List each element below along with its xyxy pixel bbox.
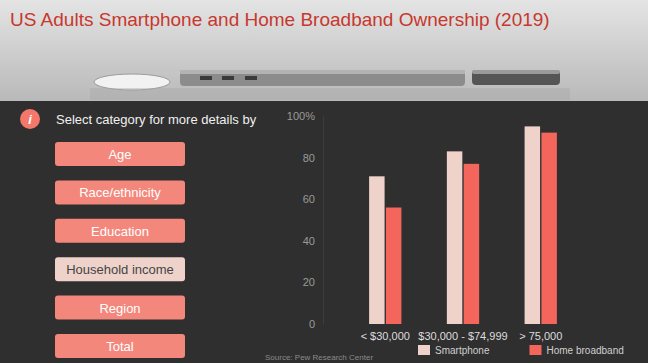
button-label[interactable]: Region: [99, 301, 140, 316]
button-label[interactable]: Total: [106, 339, 134, 354]
info-icon: [20, 109, 40, 129]
laptop-port: [245, 76, 257, 80]
y-tick: 80: [303, 152, 323, 164]
phone-edge: [472, 70, 560, 74]
y-tick-label: 100%: [287, 110, 315, 122]
x-axis: < $30,000 $30,000 - $74,999 > 75,000: [361, 324, 563, 342]
x-tick-label: < $30,000: [361, 330, 410, 342]
bars: [369, 126, 557, 324]
banner-background: [0, 0, 648, 101]
series: [386, 133, 557, 324]
bar: [386, 208, 401, 324]
category-button[interactable]: Total: [55, 334, 185, 358]
category-button[interactable]: Education: [55, 219, 185, 243]
y-tick: 100%: [287, 110, 323, 122]
category-button[interactable]: Household income: [55, 257, 185, 281]
x-tick: < $30,000: [361, 324, 410, 342]
category-button[interactable]: Race/ethnicity: [55, 180, 185, 204]
laptop-port: [200, 76, 212, 80]
mouse-icon: [94, 74, 170, 90]
category-button[interactable]: Age: [55, 142, 185, 166]
x-tick-label: $30,000 - $74,999: [418, 330, 507, 342]
legend-item: Home broadband: [529, 345, 623, 356]
y-tick-label: 40: [303, 235, 315, 247]
bar: [447, 151, 462, 324]
banner: US Adults Smartphone and Home Broadband …: [0, 0, 648, 101]
button-background[interactable]: [55, 257, 185, 281]
legend-swatch: [529, 345, 541, 355]
x-tick-label: > 75,000: [519, 330, 562, 342]
prompt: Select category for more details by: [56, 112, 257, 127]
laptop-icon: [180, 70, 465, 86]
x-tick: > 75,000: [519, 324, 562, 342]
category-button[interactable]: Region: [55, 296, 185, 320]
button-label[interactable]: Age: [108, 147, 131, 162]
button-background[interactable]: [55, 296, 185, 320]
legend-swatch: [418, 345, 430, 355]
y-tick-label: 80: [303, 152, 315, 164]
bar: [525, 126, 540, 324]
bar: [541, 133, 556, 324]
y-tick-label: 60: [303, 193, 315, 205]
source: Source: Pew Research Center: [265, 353, 373, 362]
legend-label: Smartphone: [435, 345, 490, 356]
y-tick-label: 0: [309, 318, 315, 330]
page: US Adults Smartphone and Home Broadband …: [0, 0, 648, 363]
bar: [464, 164, 479, 324]
y-tick: 0: [309, 318, 323, 330]
panel-background: [0, 101, 648, 363]
info-icon-text: i: [28, 112, 32, 127]
button-label[interactable]: Race/ethnicity: [79, 185, 161, 200]
y-tick: 40: [303, 235, 323, 247]
y-tick: 20: [303, 276, 323, 288]
y-axis-line: [323, 117, 324, 325]
title: US Adults Smartphone and Home Broadband …: [10, 9, 550, 30]
legend: Smartphone Home broadband: [418, 345, 624, 356]
reflection: [90, 88, 570, 100]
phone-icon: [472, 70, 560, 85]
bar: [369, 176, 384, 324]
button-background[interactable]: [55, 180, 185, 204]
y-tick: 60: [303, 193, 323, 205]
legend-label: Home broadband: [546, 345, 623, 356]
x-tick: $30,000 - $74,999: [418, 324, 507, 342]
button-background[interactable]: [55, 219, 185, 243]
laptop-edge: [180, 70, 465, 74]
series: [369, 126, 540, 324]
y-axis: 0 20 40 60 80 100%: [287, 110, 324, 330]
button-label[interactable]: Education: [91, 224, 149, 239]
button-background[interactable]: [55, 334, 185, 358]
button-label[interactable]: Household income: [66, 262, 174, 277]
y-tick-label: 20: [303, 276, 315, 288]
laptop-port: [222, 76, 234, 80]
legend-item: Smartphone: [418, 345, 490, 356]
button-background[interactable]: [55, 142, 185, 166]
